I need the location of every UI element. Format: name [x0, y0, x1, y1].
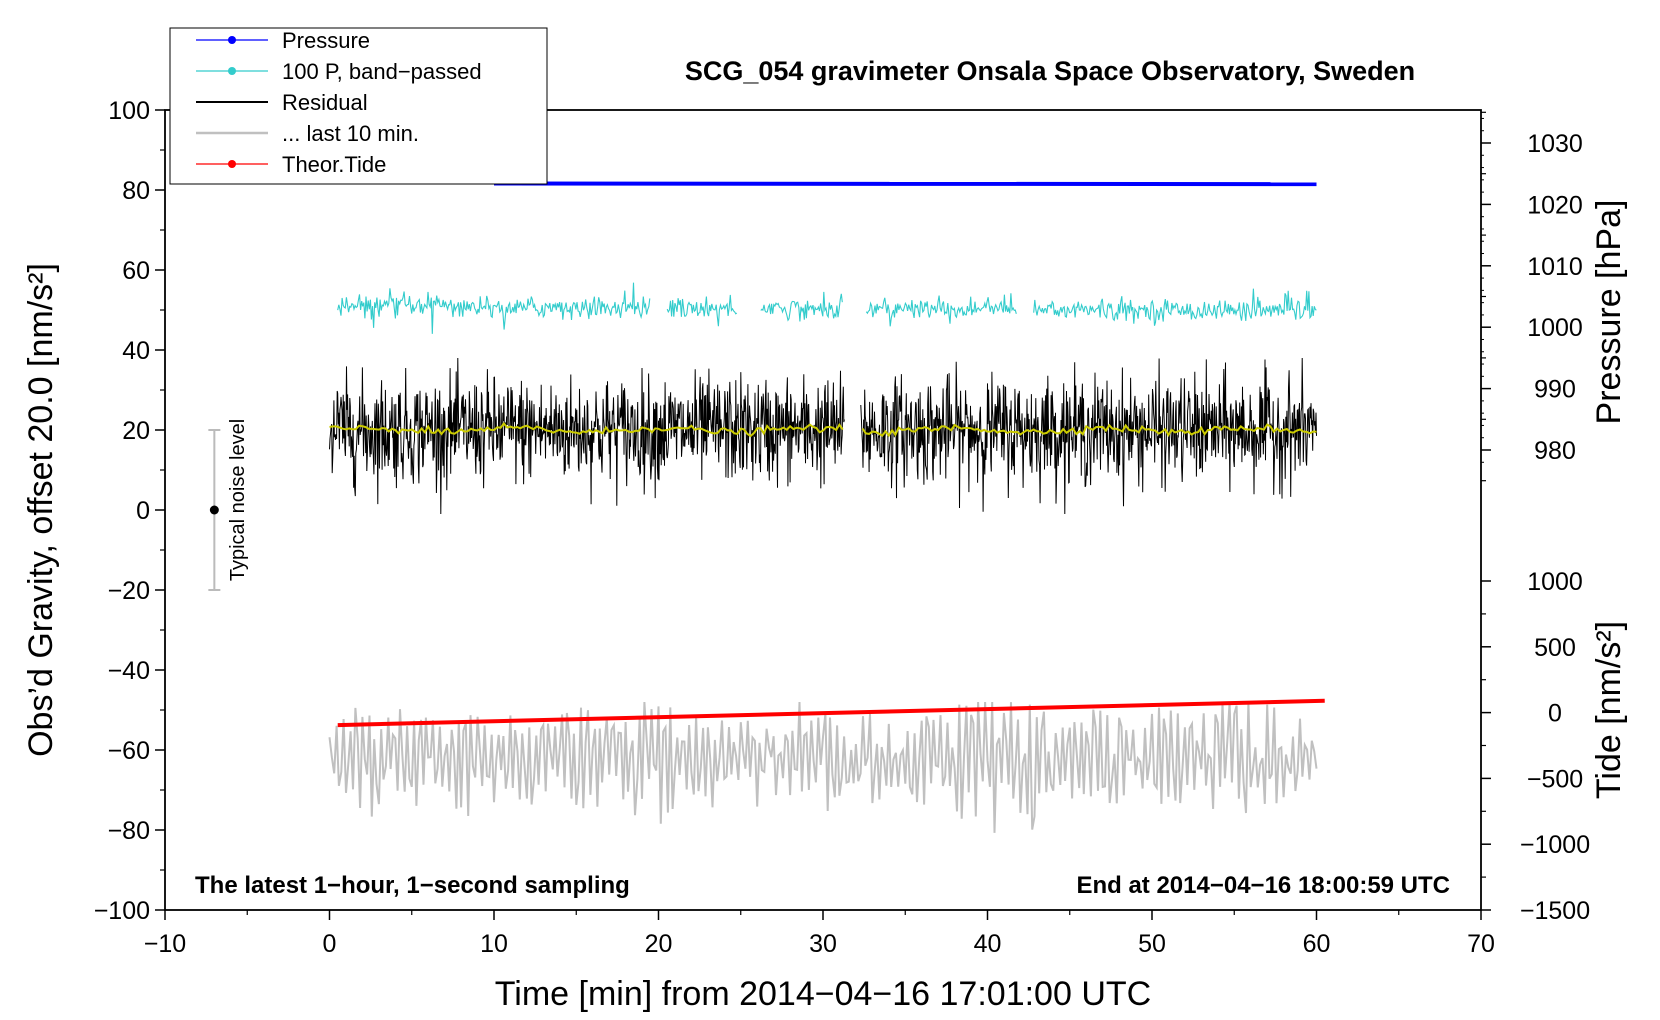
y-left-tick-label: −80 [108, 817, 150, 845]
legend-label: Pressure [282, 28, 370, 53]
legend-item: Residual [196, 90, 368, 115]
legend-item: 100 P, band−passed [196, 59, 482, 84]
y-left-tick-label: −20 [108, 577, 150, 605]
x-tick-label: 10 [480, 930, 508, 958]
x-tick-label: 20 [645, 930, 673, 958]
tide-tick-label: −1500 [1520, 897, 1590, 925]
series-residual-mean [329, 421, 1317, 438]
legend-swatch-marker [228, 160, 236, 168]
y-left-tick-label: −40 [108, 657, 150, 685]
pressure-axis-ticks: 980 990 1000 1010 1020 1030 [1481, 111, 1583, 482]
pressure-tick-label: 1010 [1527, 253, 1583, 281]
series-last-10-min [328, 701, 1318, 833]
tide-tick-label: −500 [1527, 765, 1583, 793]
y-left-tick-label: 60 [122, 257, 150, 285]
chart-title: SCG_054 gravimeter Onsala Space Observat… [685, 56, 1415, 86]
tide-tick-label: 1000 [1527, 568, 1583, 596]
x-tick-label: 50 [1138, 930, 1166, 958]
y-left-tick-label: 0 [136, 497, 150, 525]
series-pressure [493, 181, 1317, 187]
legend-box [169, 27, 548, 185]
legend-item: ... last 10 min. [196, 121, 419, 146]
x-axis-ticks: −10 0 10 20 30 40 50 60 70 [144, 910, 1495, 958]
legend-swatch-marker [228, 67, 236, 75]
tide-tick-label: 0 [1548, 700, 1562, 728]
pressure-tick-label: 1020 [1527, 191, 1583, 219]
x-tick-label: 60 [1303, 930, 1331, 958]
pressure-line [493, 181, 1317, 187]
legend-label: Residual [282, 90, 368, 115]
legend-label: ... last 10 min. [282, 121, 419, 146]
tide-axis-ticks: −1500 −1000 −500 0 500 1000 [1481, 568, 1590, 925]
residual-mean-line [329, 421, 1317, 438]
y-left-tick-label: 80 [122, 177, 150, 205]
annotation-end-time: End at 2014−04−16 18:00:59 UTC [1076, 872, 1450, 899]
series-band-passed [337, 282, 1317, 334]
legend-item: Pressure [196, 28, 370, 53]
tide-axis-label: Tide [nm/s²] [1590, 621, 1628, 799]
legend-item: Theor.Tide [196, 152, 386, 177]
pressure-tick-label: 1000 [1527, 314, 1583, 342]
tide-tick-label: −1000 [1520, 831, 1590, 859]
x-tick-label: 40 [974, 930, 1002, 958]
tide-tick-label: 500 [1534, 634, 1576, 662]
y-left-tick-label: 40 [122, 337, 150, 365]
y-left-tick-label: −100 [94, 897, 150, 925]
series-theor-tide [337, 698, 1325, 728]
last-10-min-line [328, 701, 1318, 833]
x-axis-label: Time [min] from 2014−04−16 17:01:00 UTC [495, 975, 1151, 1013]
tide-line [337, 698, 1325, 728]
noise-level-label: Typical noise level [227, 419, 249, 581]
annotation-sampling: The latest 1−hour, 1−second sampling [195, 872, 630, 899]
x-tick-label: 70 [1467, 930, 1495, 958]
legend-label: 100 P, band−passed [282, 59, 482, 84]
y-left-tick-label: −60 [108, 737, 150, 765]
noise-level-bar [208, 429, 221, 591]
pressure-tick-label: 1030 [1527, 130, 1583, 158]
noise-bar-dot [209, 505, 219, 515]
x-tick-label: 30 [809, 930, 837, 958]
y-left-axis-ticks: −100 −80 −60 −40 −20 0 20 40 60 80 100 [94, 97, 165, 925]
pressure-axis-label: Pressure [hPa] [1590, 200, 1628, 425]
legend-swatch-marker [228, 36, 236, 44]
y-left-tick-label: 100 [108, 97, 150, 125]
pressure-tick-label: 990 [1534, 376, 1576, 404]
y-left-axis-label: Obs’d Gravity, offset 20.0 [nm/s²] [22, 263, 60, 757]
x-tick-label: 0 [323, 930, 337, 958]
legend-label: Theor.Tide [282, 152, 386, 177]
y-left-tick-label: 20 [122, 417, 150, 445]
legend: Pressure 100 P, band−passed Residual ... la… [169, 27, 548, 185]
band-passed-line [337, 282, 1317, 334]
x-tick-label: −10 [144, 930, 186, 958]
pressure-tick-label: 980 [1534, 437, 1576, 465]
